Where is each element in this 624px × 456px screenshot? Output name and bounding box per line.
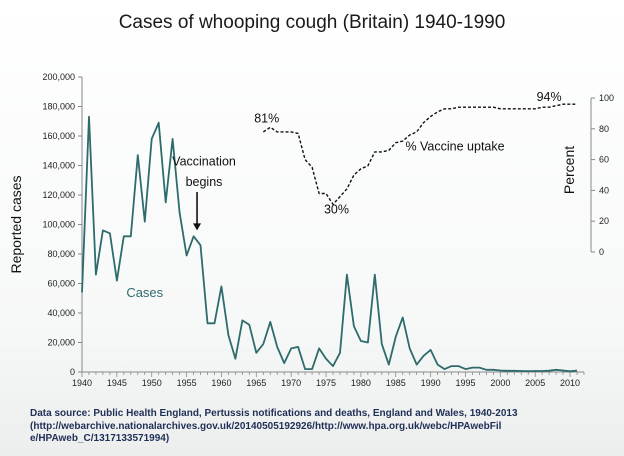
y-tick-label: 140,000 <box>42 161 75 171</box>
x-tick-label: 2010 <box>560 378 580 388</box>
chart-title: Cases of whooping cough (Britain) 1940-1… <box>119 12 506 33</box>
annotation-label: begins <box>186 175 223 189</box>
y-axis-title: Reported cases <box>8 175 24 273</box>
annotation-label: Cases <box>126 285 163 300</box>
source-line-3: e/HPAweb_C/1317133571994) <box>30 433 170 444</box>
x-tick-label: 2000 <box>490 378 510 388</box>
y2-tick-label: 40 <box>599 185 609 195</box>
x-tick-label: 1975 <box>316 378 336 388</box>
y2-tick-label: 80 <box>599 124 609 134</box>
x-tick-label: 1990 <box>421 378 441 388</box>
y2-tick-label: 0 <box>599 247 604 257</box>
y-tick-label: 0 <box>70 367 75 377</box>
y2-tick-label: 20 <box>599 216 609 226</box>
annotation-label: 94% <box>537 90 562 104</box>
x-tick-label: 2005 <box>525 378 545 388</box>
x-tick-label: 1985 <box>386 378 406 388</box>
y-tick-label: 160,000 <box>42 131 75 141</box>
y-tick-label: 20,000 <box>47 338 75 348</box>
x-tick-label: 1965 <box>246 378 266 388</box>
y-tick-label: 200,000 <box>42 72 75 82</box>
y2-tick-label: 100 <box>599 93 614 103</box>
y2-axis-title: Percent <box>561 146 577 194</box>
x-tick-label: 1960 <box>211 378 231 388</box>
y-tick-label: 60,000 <box>47 279 75 289</box>
annotation-label: Vaccination <box>172 155 236 169</box>
x-tick-label: 1945 <box>107 378 127 388</box>
x-tick-label: 1980 <box>351 378 371 388</box>
y-tick-label: 180,000 <box>42 102 75 112</box>
x-tick-label: 1955 <box>177 378 197 388</box>
x-tick-label: 1950 <box>142 378 162 388</box>
cases-line <box>81 115 578 373</box>
x-tick-label: 1940 <box>72 378 92 388</box>
data-source-note: Data source: Public Health England, Pert… <box>30 408 615 446</box>
annotation-label: 30% <box>324 203 349 217</box>
x-tick-label: 1970 <box>281 378 301 388</box>
y-tick-label: 100,000 <box>42 220 75 230</box>
y-tick-label: 40,000 <box>47 308 75 318</box>
vaccination-arrow-head <box>193 223 202 231</box>
annotation-label: % Vaccine uptake <box>405 139 504 153</box>
source-line-2: (http://webarchive.nationalarchives.gov.… <box>30 420 502 432</box>
x-tick-label: 1995 <box>455 378 475 388</box>
y-tick-label: 120,000 <box>42 190 75 200</box>
source-line-1: Data source: Public Health England, Pert… <box>30 408 518 419</box>
annotation-label: 81% <box>254 112 279 126</box>
y-tick-label: 80,000 <box>47 249 75 259</box>
vaccine-uptake-line <box>262 103 577 205</box>
y2-tick-label: 60 <box>599 155 609 165</box>
